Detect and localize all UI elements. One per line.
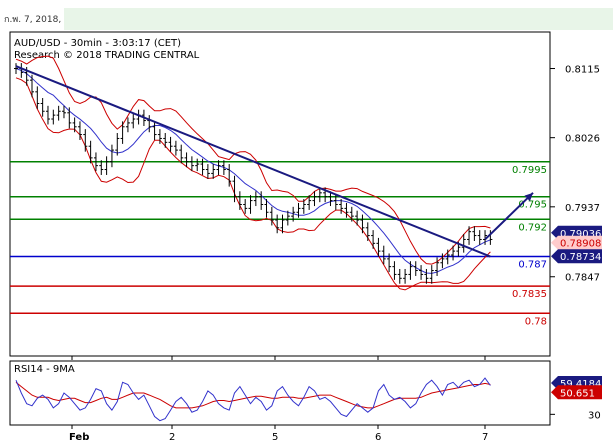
header-bar: ก.พ. 7, 2018, 02:03	[0, 0, 613, 30]
level-label: 0.792	[518, 222, 547, 233]
chart: AUD/USD - 30min - 3:03:17 (CET) Research…	[9, 31, 602, 443]
level-label: 0.787	[518, 260, 547, 271]
main-panel-frame	[9, 31, 551, 357]
rsi-line	[15, 377, 491, 422]
rsi-label: RSI14 - 9MA	[14, 364, 75, 375]
x-tick-label: Feb	[69, 432, 89, 443]
price-badge	[551, 249, 602, 264]
chart-title: AUD/USD - 30min - 3:03:17 (CET)	[14, 38, 181, 49]
rsi-badge-label: 50.651	[560, 388, 595, 399]
trendline	[15, 65, 491, 258]
y-tick-label: 0.7937	[565, 203, 600, 214]
level-label: 0.78	[525, 316, 547, 327]
x-tick-label: 6	[375, 432, 381, 443]
x-tick-label: 2	[169, 432, 175, 443]
rsi-y-tick-label: 30	[588, 410, 601, 421]
chart-subtitle: Research © 2018 TRADING CENTRAL	[14, 50, 200, 61]
header-strip	[64, 8, 613, 30]
price-badge-label: 0.79036	[560, 229, 601, 240]
level-lines: 0.7995 0.795 0.792 0.787 0.7835 0.78	[10, 161, 550, 327]
trendline-group	[15, 65, 534, 258]
x-tick-label: 7	[482, 432, 488, 443]
header-date: ก.พ. 7, 2018, 02:03	[4, 15, 90, 25]
y-tick-label: 0.7847	[565, 273, 600, 284]
x-tick-label: 5	[272, 432, 278, 443]
rsi-panel-frame	[9, 360, 551, 426]
rsi-ma-line	[15, 381, 491, 409]
y-tick-label: 0.8026	[565, 134, 600, 145]
level-label: 0.7835	[512, 289, 547, 300]
level-label: 0.7995	[512, 165, 547, 176]
bollinger-lower-line	[15, 77, 491, 291]
price-badge	[551, 235, 602, 250]
rsi-badge	[551, 385, 602, 400]
x-axis: Feb 2 5 6 7	[69, 356, 488, 443]
moving-average-line	[15, 68, 491, 274]
forecast-arrow-head	[524, 192, 534, 202]
y-axis: 0.8115 0.8026 0.7937 0.7847	[550, 65, 600, 284]
forecast-arrow	[484, 192, 534, 241]
price-badge-label: 0.78734	[560, 252, 601, 263]
level-label: 0.795	[518, 200, 547, 211]
y-tick-label: 0.8115	[565, 65, 600, 76]
rsi-badge-label: 59.4184	[560, 379, 601, 390]
price-badge-label: 0.78908	[560, 239, 601, 250]
